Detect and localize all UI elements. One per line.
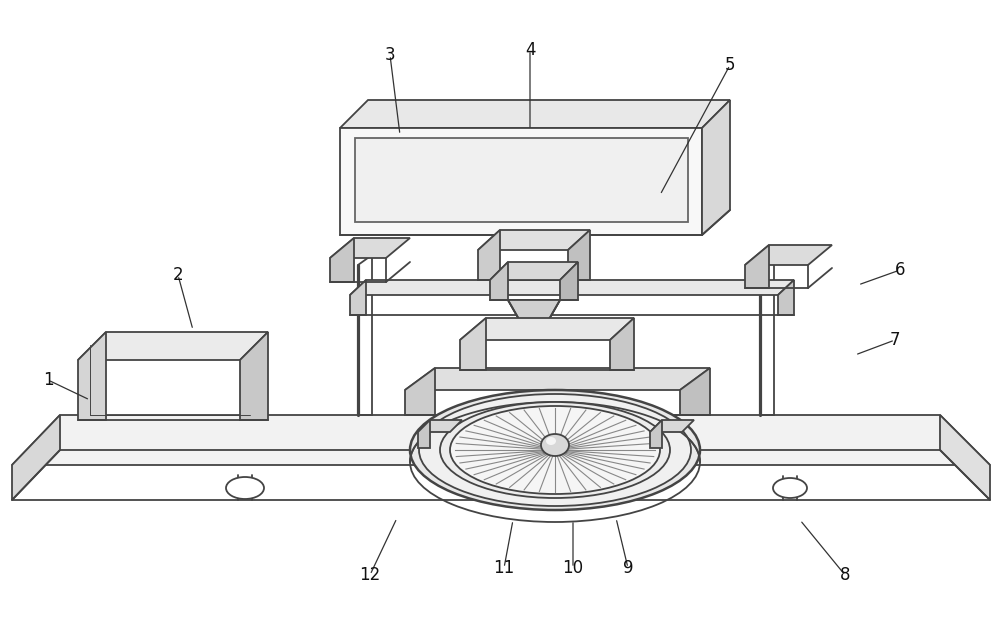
Polygon shape: [460, 318, 486, 370]
Text: 6: 6: [895, 261, 905, 279]
Text: 1: 1: [43, 371, 53, 389]
Polygon shape: [508, 300, 560, 328]
Polygon shape: [350, 280, 366, 315]
Polygon shape: [405, 368, 435, 415]
Ellipse shape: [226, 477, 264, 499]
Text: 11: 11: [493, 559, 515, 577]
Polygon shape: [478, 230, 500, 280]
Polygon shape: [680, 368, 710, 415]
Polygon shape: [460, 318, 634, 340]
Polygon shape: [745, 245, 832, 265]
Polygon shape: [78, 332, 106, 420]
Polygon shape: [650, 420, 662, 448]
Polygon shape: [560, 262, 578, 300]
Ellipse shape: [440, 402, 670, 498]
Polygon shape: [405, 368, 710, 390]
Text: 2: 2: [173, 266, 183, 284]
Polygon shape: [240, 332, 268, 420]
Text: 4: 4: [525, 41, 535, 59]
Polygon shape: [330, 238, 410, 258]
Ellipse shape: [541, 434, 569, 456]
Ellipse shape: [773, 478, 807, 498]
Polygon shape: [490, 262, 508, 300]
Polygon shape: [418, 420, 430, 448]
Polygon shape: [508, 300, 560, 328]
Polygon shape: [745, 245, 769, 288]
Polygon shape: [340, 100, 730, 128]
Ellipse shape: [546, 437, 556, 445]
Polygon shape: [12, 415, 990, 465]
Polygon shape: [478, 230, 590, 250]
Polygon shape: [702, 100, 730, 235]
Polygon shape: [490, 262, 578, 280]
Ellipse shape: [450, 406, 660, 494]
Polygon shape: [340, 128, 702, 235]
Polygon shape: [12, 415, 60, 500]
Polygon shape: [355, 138, 688, 222]
Text: 8: 8: [840, 566, 850, 584]
Text: 9: 9: [623, 559, 633, 577]
Text: 7: 7: [890, 331, 900, 349]
Polygon shape: [650, 420, 694, 432]
Polygon shape: [568, 230, 590, 280]
Ellipse shape: [410, 390, 700, 510]
Text: 3: 3: [385, 46, 395, 64]
Polygon shape: [418, 420, 462, 432]
Polygon shape: [778, 280, 794, 315]
Text: 10: 10: [562, 559, 584, 577]
Polygon shape: [78, 332, 268, 360]
Polygon shape: [350, 280, 794, 295]
Text: 5: 5: [725, 56, 735, 74]
Polygon shape: [610, 318, 634, 370]
Text: 12: 12: [359, 566, 381, 584]
Polygon shape: [330, 238, 354, 282]
Ellipse shape: [419, 394, 691, 506]
Polygon shape: [940, 415, 990, 500]
